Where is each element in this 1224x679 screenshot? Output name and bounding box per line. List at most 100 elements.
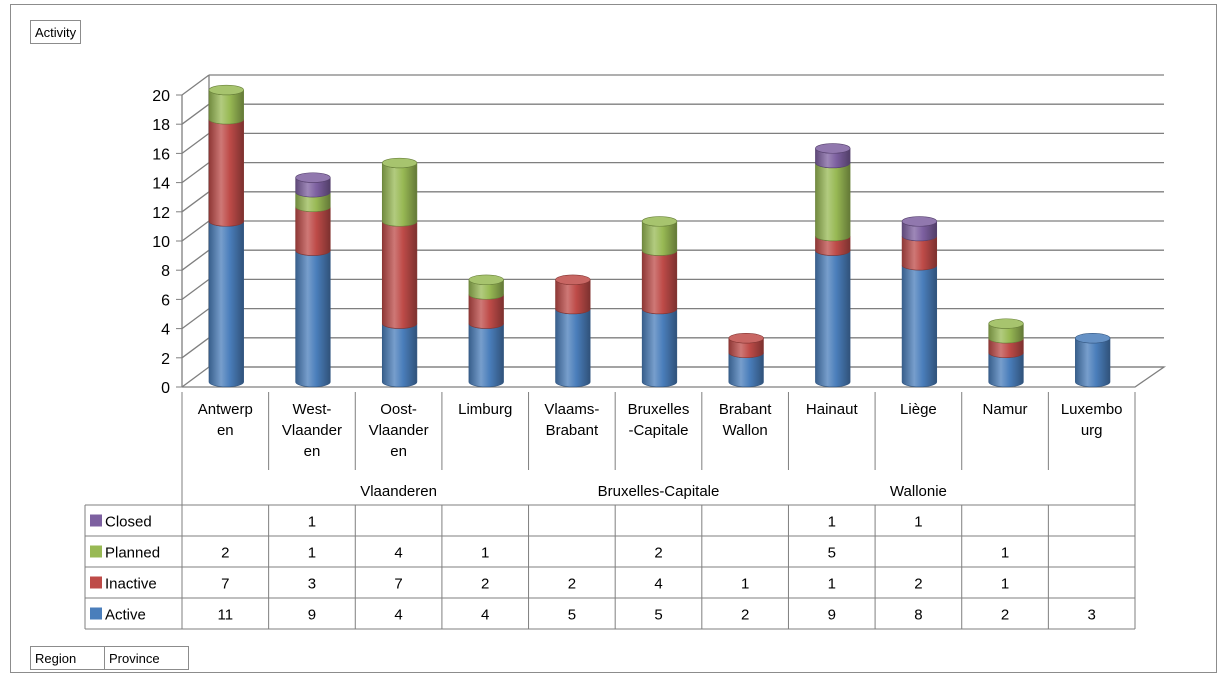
bar-hainaut-active [815, 250, 851, 388]
legend-label-planned: Planned [105, 545, 160, 562]
side-wall-gridline [181, 249, 210, 271]
side-wall-gridline [181, 337, 210, 359]
data-label-active-limburg: 4 [481, 607, 489, 624]
bar-top-brabant-wallon [728, 333, 764, 344]
category-label-west-vlaanderen: West- [293, 401, 332, 418]
y-tick-label: 6 [161, 292, 170, 309]
data-label-inactive-west-vlaanderen: 3 [308, 576, 316, 593]
row-field-province[interactable]: Province [104, 646, 189, 670]
category-label-oost-vlaanderen: en [390, 443, 407, 460]
category-label-antwerpen: en [217, 422, 234, 439]
data-label-closed-hainaut: 1 [828, 514, 836, 531]
category-label-luxembourg: Luxembo [1061, 401, 1123, 418]
data-label-active-brabant-wallon: 2 [741, 607, 749, 624]
data-label-closed-west-vlaanderen: 1 [308, 514, 316, 531]
row-field-region[interactable]: Region [30, 646, 105, 670]
category-label-hainaut: Hainaut [806, 401, 859, 418]
data-label-inactive-liege: 2 [914, 576, 922, 593]
data-label-closed-liege: 1 [914, 514, 922, 531]
category-label-west-vlaanderen: Vlaander [282, 422, 342, 439]
bar-limburg-active [468, 323, 504, 388]
y-tick-label: 2 [161, 351, 170, 368]
y-tick-label: 0 [161, 380, 170, 397]
data-label-inactive-oost-vlaanderen: 7 [394, 576, 402, 593]
y-tick-label: 18 [152, 117, 170, 134]
data-label-active-hainaut: 9 [828, 607, 836, 624]
data-label-planned-bruxelles-capitale: 2 [654, 545, 662, 562]
side-wall-gridline [181, 74, 210, 96]
side-wall-gridline [181, 191, 210, 213]
y-tick-label: 14 [152, 176, 170, 193]
category-label-west-vlaanderen: en [304, 443, 321, 460]
category-label-antwerpen: Antwerp [198, 401, 253, 418]
data-label-active-vlaams-brabant: 5 [568, 607, 576, 624]
category-label-vlaams-brabant: Vlaams- [544, 401, 599, 418]
y-tick-label: 20 [152, 88, 170, 105]
bar-oost-vlaanderen-inactive [381, 221, 418, 329]
data-label-inactive-hainaut: 1 [828, 576, 836, 593]
category-label-brabant-wallon: Brabant [719, 401, 772, 418]
group-label-wallonie: Wallonie [890, 483, 947, 500]
bar-luxembourg-active [1075, 338, 1111, 388]
bar-liege-active [901, 265, 938, 388]
data-label-active-bruxelles-capitale: 5 [654, 607, 662, 624]
data-label-planned-hainaut: 5 [828, 545, 836, 562]
category-label-limburg: Limburg [458, 401, 512, 418]
bar-top-namur [988, 318, 1024, 329]
category-label-luxembourg: urg [1081, 422, 1103, 439]
y-tick-label: 4 [161, 322, 170, 339]
bar-top-oost-vlaanderen [381, 157, 418, 169]
bar-west-vlaanderen-inactive [295, 206, 331, 256]
bar-vlaams-brabant-active [555, 308, 591, 388]
legend-key-inactive [90, 576, 102, 589]
bar-antwerpen-active [208, 221, 244, 388]
bar-top-bruxelles-capitale [641, 216, 678, 227]
data-label-active-liege: 8 [914, 607, 922, 624]
data-label-active-luxembourg: 3 [1088, 607, 1096, 624]
bar-top-luxembourg [1075, 333, 1111, 344]
category-label-namur: Namur [983, 401, 1028, 418]
data-label-inactive-namur: 1 [1001, 576, 1009, 593]
data-label-active-oost-vlaanderen: 4 [394, 607, 402, 624]
category-label-oost-vlaanderen: Oost- [380, 401, 417, 418]
bar-top-west-vlaanderen [295, 172, 331, 183]
data-label-planned-oost-vlaanderen: 4 [394, 545, 402, 562]
bar-top-hainaut [815, 143, 851, 154]
legend-label-inactive: Inactive [105, 576, 157, 593]
chart-frame [10, 4, 1217, 673]
data-label-inactive-antwerpen: 7 [221, 576, 229, 593]
bar-bruxelles-capitale-inactive [641, 250, 678, 315]
bar-top-antwerpen [208, 84, 244, 96]
legend-key-closed [90, 514, 102, 527]
side-wall-gridline [181, 220, 210, 242]
bar-bruxelles-capitale-active [641, 308, 678, 388]
y-tick-label: 16 [152, 146, 170, 163]
group-label-bruxelles-capitale: Bruxelles-Capitale [598, 483, 720, 500]
group-label-vlaanderen: Vlaanderen [360, 483, 437, 500]
bar-top-liege [901, 216, 938, 227]
category-label-oost-vlaanderen: Vlaander [369, 422, 429, 439]
y-tick-label: 10 [152, 234, 170, 251]
data-label-planned-antwerpen: 2 [221, 545, 229, 562]
data-table: AntwerpenWest-VlaanderenOost-VlaanderenL… [84, 392, 1136, 630]
data-label-inactive-vlaams-brabant: 2 [568, 576, 576, 593]
side-wall-gridline [181, 162, 210, 184]
bar-oost-vlaanderen-active [381, 323, 418, 388]
data-label-planned-namur: 1 [1001, 545, 1009, 562]
data-label-inactive-limburg: 2 [481, 576, 489, 593]
category-label-liege: Liège [900, 401, 937, 418]
side-wall-gridline [181, 132, 210, 154]
category-label-bruxelles-capitale: Bruxelles [628, 401, 690, 418]
data-label-planned-limburg: 1 [481, 545, 489, 562]
bar-top-limburg [468, 274, 504, 285]
legend-key-active [90, 607, 102, 620]
category-label-vlaams-brabant: Brabant [546, 422, 599, 439]
legend-label-active: Active [105, 607, 146, 624]
category-label-brabant-wallon: Wallon [722, 422, 767, 439]
legend-label-closed: Closed [105, 514, 152, 531]
y-tick-label: 12 [152, 205, 170, 222]
data-label-inactive-brabant-wallon: 1 [741, 576, 749, 593]
filter-field-activity[interactable]: Activity [30, 20, 82, 44]
bar-antwerpen-inactive [208, 119, 244, 227]
